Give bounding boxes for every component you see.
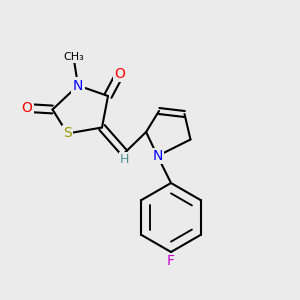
Text: CH₃: CH₃ [63, 52, 84, 62]
Text: F: F [167, 254, 175, 268]
Text: O: O [115, 67, 125, 80]
Text: O: O [22, 101, 32, 115]
Text: N: N [73, 79, 83, 92]
Text: N: N [152, 149, 163, 163]
Text: H: H [120, 153, 129, 166]
Text: S: S [63, 127, 72, 140]
